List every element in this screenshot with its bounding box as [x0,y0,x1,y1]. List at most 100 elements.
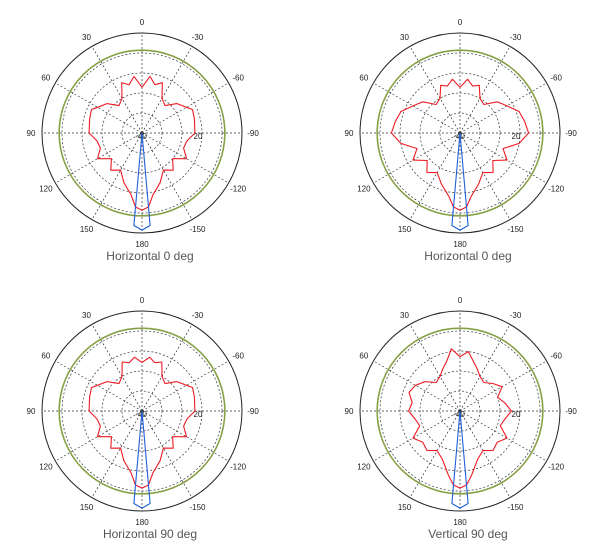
grid-spoke [141,410,193,498]
grid-spoke [141,132,229,184]
angle-tick-label: -120 [548,185,565,194]
angle-tick-label: 0 [458,296,463,305]
angle-tick-label: -120 [230,185,247,194]
grid-spoke [409,46,461,134]
angle-tick-label: -60 [550,352,562,361]
angle-tick-label: 120 [357,463,371,472]
beam-series-line [133,132,151,231]
grid-spoke [459,132,547,184]
angle-tick-label: 180 [453,518,467,527]
angle-tick-label: 150 [80,503,94,512]
angle-tick-label: 30 [400,33,409,42]
chart-caption: Horizontal 0 deg [106,249,194,263]
chart-caption: Horizontal 0 deg [424,249,512,263]
angle-tick-label: -30 [192,311,204,320]
grid-spoke [409,324,461,412]
polar-chart-4: 0 -30 -60 -90 -120 -150 180 150 120 90 60 30 -40 20 V… [318,278,600,556]
grid-spoke [373,410,461,462]
pattern-series-line [408,348,512,489]
grid-spoke [373,82,461,134]
angle-tick-label: 30 [82,311,91,320]
beam-series-line [451,410,469,509]
angle-tick-label: 60 [41,74,50,83]
reference-ring [376,327,544,495]
grid-spoke [459,82,547,134]
reference-ring [58,327,226,495]
angle-tick-label: 120 [39,463,53,472]
reference-ring [58,49,226,217]
angle-tick-label: 30 [82,33,91,42]
angle-tick-label: 60 [359,74,368,83]
reference-ring [376,49,544,217]
grid-spoke [141,132,193,220]
angle-tick-label: -150 [189,225,206,234]
grid-spoke [459,324,511,412]
radial-tick-label: 20 [512,132,521,141]
angle-tick-label: -120 [230,463,247,472]
angle-tick-label: -120 [548,463,565,472]
angle-tick-label: 180 [135,518,149,527]
grid-spoke [141,360,229,412]
angle-tick-label: 60 [359,352,368,361]
grid-spoke [409,410,461,498]
angle-tick-label: -60 [232,352,244,361]
angle-tick-label: 150 [398,225,412,234]
grid-spoke [409,132,461,220]
angle-tick-label: 180 [453,240,467,249]
angle-tick-label: 0 [140,18,145,27]
angle-tick-label: -150 [189,503,206,512]
angle-tick-label: 90 [27,129,36,138]
grid-spoke [141,82,229,134]
angle-tick-label: 90 [345,129,354,138]
angle-tick-label: 150 [80,225,94,234]
outer-ring [41,32,243,234]
grid-spoke [55,82,143,134]
pattern-series-line [390,78,530,211]
radial-tick-label: 20 [194,410,203,419]
outer-ring [41,310,243,512]
beam-series-line [451,132,469,231]
beam-series-line [133,410,151,509]
angle-tick-label: -150 [507,225,524,234]
angle-tick-label: -90 [247,129,259,138]
angle-tick-label: -30 [192,33,204,42]
radial-tick-label: 20 [194,132,203,141]
grid-spoke [91,46,143,134]
angle-tick-label: -90 [565,129,577,138]
grid-spoke [91,324,143,412]
angle-tick-label: 120 [39,185,53,194]
chart-caption: Horizontal 90 deg [102,527,198,541]
grid-spoke [459,132,511,220]
grid-spoke [141,46,193,134]
grid-spoke [141,324,193,412]
angle-tick-label: 90 [27,407,36,416]
grid-spoke [459,360,547,412]
outer-ring [359,32,561,234]
grid-spoke [373,360,461,412]
pattern-series-line [88,356,196,489]
angle-tick-label: 60 [41,352,50,361]
pattern-series-line [88,75,196,211]
chart-caption: Vertical 90 deg [428,527,508,541]
angle-tick-label: -60 [550,74,562,83]
angle-tick-label: -90 [247,407,259,416]
grid-spoke [459,410,547,462]
grid-spoke [55,132,143,184]
grid-spoke [55,360,143,412]
angle-tick-label: 120 [357,185,371,194]
angle-tick-label: 0 [458,18,463,27]
angle-tick-label: 180 [135,240,149,249]
angle-tick-label: 150 [398,503,412,512]
angle-tick-label: 0 [140,296,145,305]
grid-spoke [141,410,229,462]
grid-spoke [373,132,461,184]
angle-tick-label: -60 [232,74,244,83]
polar-chart-3: 0 -30 -60 -90 -120 -150 180 150 120 90 60 30 -40 20 H… [0,278,300,556]
angle-tick-label: -90 [565,407,577,416]
angle-tick-label: 30 [400,311,409,320]
angle-tick-label: -30 [510,311,522,320]
